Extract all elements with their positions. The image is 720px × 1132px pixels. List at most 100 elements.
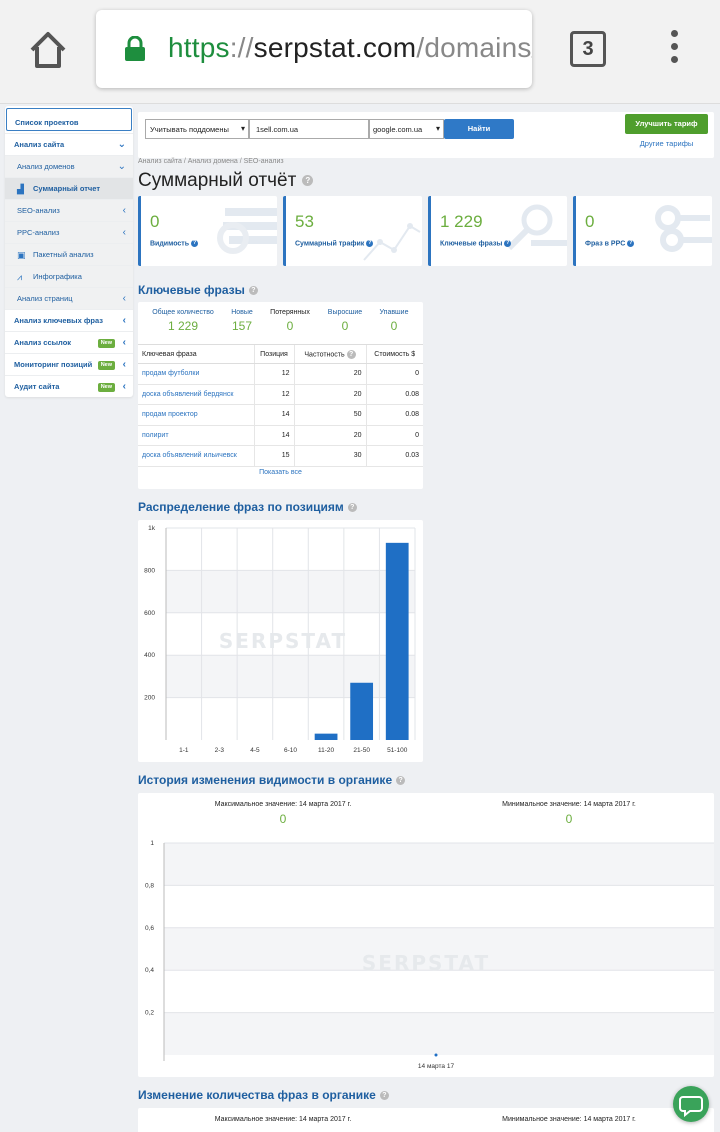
- bar: [385, 542, 409, 740]
- sidebar-item-domain-analysis[interactable]: Анализ доменов ⌄: [5, 155, 133, 177]
- other-plans-link[interactable]: Другие тарифы: [639, 139, 694, 148]
- kw-stat-total[interactable]: Общее количество 1 229: [152, 309, 214, 333]
- x-tick-label: 14 марта 17: [418, 1063, 455, 1070]
- kw-frequency-cell: 50: [294, 404, 367, 426]
- visibility-illustration-icon: [217, 208, 277, 254]
- y-tick-label: 200: [144, 695, 155, 702]
- watermark-text: SERPSTAT: [219, 629, 347, 653]
- help-icon[interactable]: ?: [346, 349, 356, 359]
- kw-keyword-cell[interactable]: полирит: [138, 425, 255, 446]
- y-tick-label: 1: [150, 840, 154, 847]
- col-cost[interactable]: Стоимость $: [365, 344, 423, 364]
- y-tick-label: 0,6: [145, 925, 154, 932]
- x-tick-label: 2-3: [215, 747, 225, 754]
- col-position[interactable]: Позиция: [253, 344, 294, 364]
- kw-stat-grown[interactable]: Выросшие 0: [327, 309, 363, 333]
- x-tick-label: 51-100: [387, 747, 408, 754]
- traffic-label: Суммарный трафик?: [295, 240, 374, 248]
- domain-input[interactable]: 1sell.com.ua: [249, 119, 369, 139]
- sidebar-item-batch-analysis[interactable]: ▣ Пакетный анализ: [5, 243, 133, 265]
- x-tick-label: 4-5: [250, 747, 260, 754]
- phrases-max-stat: Максимальное значение: 14 марта 2017 г.: [214, 1116, 352, 1123]
- kw-frequency-cell: 30: [294, 445, 367, 467]
- phrases-chart-panel: Максимальное значение: 14 марта 2017 г. …: [138, 1108, 714, 1132]
- keywords-section-title: Ключевые фразы?: [138, 283, 258, 297]
- y-tick-label: 600: [144, 610, 155, 617]
- bar: [314, 733, 338, 740]
- x-tick-label: 11-20: [318, 747, 335, 754]
- chat-button[interactable]: [673, 1086, 709, 1122]
- new-badge: New: [97, 339, 115, 348]
- help-icon[interactable]: ?: [396, 776, 406, 786]
- sidebar-item-site-audit[interactable]: Аудит сайта New ‹: [5, 375, 133, 397]
- chevron-left-icon: ‹: [122, 205, 126, 216]
- subdomains-select[interactable]: Учитывать поддомены: [145, 119, 249, 139]
- chevron-left-icon: ‹: [122, 337, 126, 348]
- table-row: продам футболки 12 20 0: [138, 363, 423, 385]
- home-icon[interactable]: [26, 28, 70, 72]
- kw-keyword-cell[interactable]: продам футболки: [138, 363, 255, 385]
- data-point: [434, 1053, 438, 1057]
- kw-position-cell: 14: [254, 425, 295, 446]
- help-icon[interactable]: ?: [627, 240, 635, 247]
- col-keyword[interactable]: Ключевая фраза: [138, 344, 254, 364]
- overflow-menu-icon[interactable]: [668, 30, 680, 70]
- sidebar-item-keyword-analysis[interactable]: Анализ ключевых фраз ‹: [5, 309, 133, 331]
- traffic-card[interactable]: 53 Суммарный трафик?: [283, 196, 422, 266]
- col-frequency[interactable]: Частотность ?: [293, 344, 366, 364]
- visibility-value: 0: [150, 212, 160, 231]
- kw-stat-lost[interactable]: Потерянных 0: [270, 309, 310, 333]
- search-engine-select[interactable]: google.com.ua: [369, 119, 444, 139]
- breadcrumb: Анализ сайта / Анализ домена / SEO-анали…: [138, 158, 284, 165]
- sidebar-item-link-analysis[interactable]: Анализ ссылок New ‹: [5, 331, 133, 353]
- sidebar-item-seo-analysis[interactable]: SEO-анализ ‹: [5, 199, 133, 221]
- sidebar-item-infographics[interactable]: ⩘ Инфографика: [5, 265, 133, 287]
- trend-icon: ⩘: [17, 272, 23, 282]
- kw-stat-new[interactable]: Новые 157: [231, 309, 253, 333]
- address-bar[interactable]: https://serpstat.com/domains/i: [96, 10, 532, 88]
- phrases-min-stat: Минимальное значение: 14 марта 2017 г.: [502, 1116, 636, 1123]
- help-icon[interactable]: ?: [379, 1091, 389, 1101]
- help-icon[interactable]: ?: [504, 240, 512, 247]
- sidebar-item-site-analysis[interactable]: Анализ сайта ⌄: [5, 133, 133, 155]
- visibility-card[interactable]: 0 Видимость?: [138, 196, 277, 266]
- show-all-link[interactable]: Показать все: [259, 469, 302, 476]
- chevron-left-icon: ‹: [122, 359, 126, 370]
- visibility-label: Видимость?: [150, 240, 198, 248]
- table-row: доска объявлений ильичевск 15 30 0.03: [138, 445, 423, 467]
- help-icon[interactable]: ?: [366, 240, 374, 247]
- x-tick-label: 1-1: [179, 747, 189, 754]
- kw-position-cell: 15: [254, 445, 295, 467]
- kw-keyword-cell[interactable]: доска объявлений бердянск: [138, 384, 255, 405]
- kw-keyword-cell[interactable]: продам проектор: [138, 404, 255, 426]
- sidebar-item-ppc-analysis[interactable]: PPC-анализ ‹: [5, 221, 133, 243]
- help-icon[interactable]: ?: [347, 503, 357, 513]
- y-tick-label: 400: [144, 652, 155, 659]
- ppc-card[interactable]: 0 Фраз в PPC?: [573, 196, 712, 266]
- distribution-section-title: Распределение фраз по позициям?: [138, 500, 357, 514]
- help-icon[interactable]: ?: [191, 240, 198, 247]
- sidebar-item-position-monitoring[interactable]: Мониторинг позиций New ‹: [5, 353, 133, 375]
- tab-switcher-button[interactable]: 3: [570, 31, 606, 67]
- y-tick-label: 0,8: [145, 882, 154, 889]
- sidebar-item-projects[interactable]: Список проектов: [6, 108, 132, 131]
- find-button[interactable]: Найти: [444, 119, 514, 139]
- sidebar-item-summary-report[interactable]: ▟ Суммарный отчет: [5, 177, 133, 199]
- help-icon[interactable]: ?: [302, 175, 314, 187]
- chevron-left-icon: ‹: [122, 315, 126, 326]
- table-row: продам проектор 14 50 0.08: [138, 404, 423, 426]
- visibility-chart: 0,2 0,4 0,6 0,8 1 SERPSTAT 14 марта 17: [145, 840, 714, 1070]
- help-icon[interactable]: ?: [248, 286, 258, 296]
- upgrade-plan-button[interactable]: Улучшить тариф: [625, 114, 708, 134]
- ppc-label: Фраз в PPC?: [585, 240, 635, 248]
- kw-cost-cell: 0: [366, 363, 423, 385]
- keywords-card[interactable]: 1 229 Ключевые фразы?: [428, 196, 567, 266]
- kw-cost-cell: 0.08: [366, 384, 423, 405]
- key-search-illustration-icon: [506, 204, 567, 251]
- kw-stat-fallen[interactable]: Упавшие 0: [379, 309, 409, 333]
- kw-keyword-cell[interactable]: доска объявлений ильичевск: [138, 445, 255, 467]
- sidebar: Список проектов Анализ сайта ⌄ Анализ дом…: [5, 106, 133, 397]
- sidebar-item-page-analysis[interactable]: Анализ страниц ‹: [5, 287, 133, 309]
- traffic-value: 53: [295, 212, 314, 231]
- chart-icon: ▟: [17, 184, 24, 194]
